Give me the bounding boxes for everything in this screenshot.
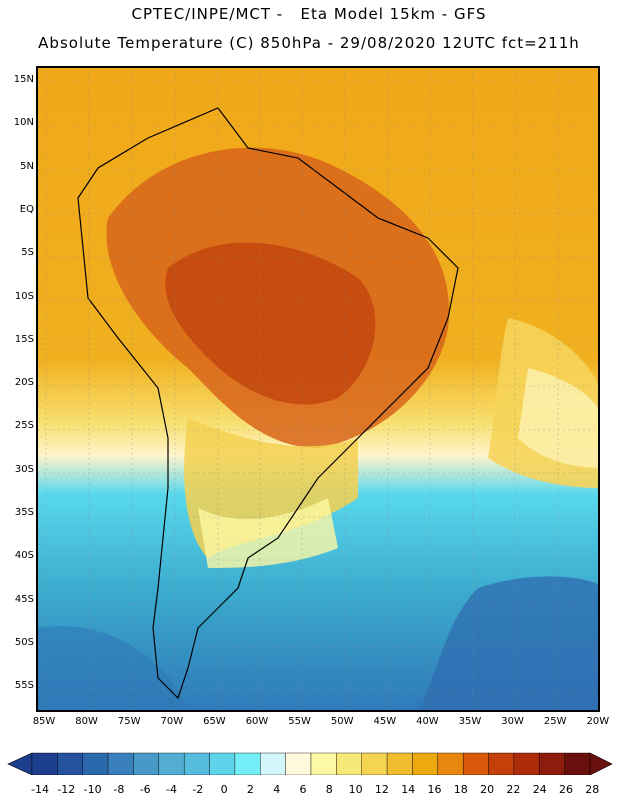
colorbar <box>0 745 618 800</box>
latitude-label: 25S <box>14 420 34 432</box>
colorbar-swatch <box>158 752 185 776</box>
south-atlantic-cold-region <box>419 576 598 710</box>
pacific-cold-region <box>38 626 188 710</box>
colorbar-swatch <box>57 752 83 776</box>
colorbar-tick-label: 16 <box>427 783 442 796</box>
longitude-label: 60W <box>245 716 269 727</box>
latitude-label: 20S <box>14 377 34 389</box>
colorbar-swatch <box>82 752 109 776</box>
colorbar-tick-label: -8 <box>113 783 125 796</box>
colorbar-tick-label: -6 <box>139 783 151 796</box>
latitude-label: 15S <box>14 333 34 345</box>
colorbar-swatch <box>310 752 337 776</box>
longitude-label: 20W <box>586 716 610 727</box>
longitude-label: 50W <box>330 716 354 727</box>
chart-title-line1: CPTEC/INPE/MCT - Eta Model 15km - GFS <box>131 5 487 23</box>
colorbar-tick-label: 28 <box>585 783 600 796</box>
colorbar-tick-label: 4 <box>273 783 281 796</box>
colorbar-tick-label: 6 <box>299 783 307 796</box>
colorbar-swatch <box>513 752 540 776</box>
colorbar-swatch <box>564 752 591 776</box>
south-america-coastline <box>77 107 459 700</box>
longitude-label: 75W <box>117 716 141 727</box>
graticule <box>38 68 598 710</box>
map-canvas <box>38 68 598 710</box>
colorbar-swatch <box>539 752 565 776</box>
colorbar-tick-label: 20 <box>480 783 495 796</box>
colorbar-swatch <box>336 752 362 776</box>
chart-title-line2: Absolute Temperature (C) 850hPa - 29/08/… <box>38 34 580 52</box>
colorbar-swatch <box>260 752 286 776</box>
colorbar-swatch <box>386 752 413 776</box>
longitude-label: 25W <box>543 716 567 727</box>
colorbar-swatches <box>7 752 613 776</box>
southern-cone-cool-region <box>198 498 338 568</box>
latitude-label: 35S <box>14 507 34 518</box>
latitude-label: 55S <box>14 680 34 692</box>
colorbar-swatch <box>31 752 58 776</box>
latitude-label: 5N <box>20 160 34 172</box>
colorbar-swatch <box>361 752 388 776</box>
colorbar-tick-label: -10 <box>83 783 102 796</box>
colorbar-swatch <box>488 752 515 776</box>
colorbar-tick-label: 8 <box>325 783 333 796</box>
longitude-label: 35W <box>458 716 482 727</box>
colorbar-swatch <box>234 752 261 776</box>
colorbar-swatch <box>285 752 312 776</box>
colorbar-tick-label: -14 <box>31 783 49 796</box>
latitude-label: 30S <box>14 463 34 475</box>
colorbar-swatch <box>209 752 236 776</box>
latitude-label: 40S <box>14 550 34 562</box>
colorbar-tick-label: 12 <box>374 783 389 796</box>
colorbar-swatch <box>107 752 134 776</box>
longitude-label: 45W <box>373 716 397 727</box>
longitude-label: 40W <box>416 716 439 727</box>
latitude-label: 10N <box>13 117 34 129</box>
longitude-label: 85W <box>32 716 56 727</box>
colorbar-swatch <box>462 752 489 776</box>
colorbar-swatch <box>412 752 439 776</box>
latitude-label: EQ <box>19 203 34 215</box>
colorbar-tick-label: 26 <box>559 783 573 796</box>
longitude-label: 55W <box>288 716 311 727</box>
colorbar-tick-label: 2 <box>246 783 254 796</box>
longitude-label: 30W <box>501 716 524 727</box>
latitude-label: 5S <box>21 247 34 259</box>
colorbar-tick-label: 0 <box>220 783 228 796</box>
colorbar-tick-label: -4 <box>166 783 177 796</box>
colorbar-arrow-left <box>7 752 33 776</box>
temperature-map <box>36 66 600 712</box>
colorbar-tick-label: 24 <box>532 783 547 796</box>
longitude-label: 65W <box>203 716 226 727</box>
colorbar-swatch <box>133 752 160 776</box>
latitude-label: 10S <box>14 290 34 302</box>
latitude-label: 15N <box>13 74 34 85</box>
colorbar-tick-label: 22 <box>506 783 521 796</box>
colorbar-tick-label: -12 <box>57 783 76 796</box>
colorbar-tick-label: -2 <box>192 783 204 796</box>
latitude-label: 50S <box>14 636 34 648</box>
colorbar-swatch <box>437 752 464 776</box>
colorbar-tick-label: 18 <box>453 783 468 796</box>
colorbar-tick-label: 14 <box>401 783 416 796</box>
longitude-label: 80W <box>75 716 98 727</box>
longitude-label: 70W <box>160 716 184 727</box>
atlantic-mild-region <box>518 368 598 468</box>
colorbar-tick-label: 10 <box>348 783 363 796</box>
colorbar-arrow-right <box>589 752 613 776</box>
colorbar-swatch <box>183 752 210 776</box>
latitude-label: 45S <box>14 593 34 605</box>
